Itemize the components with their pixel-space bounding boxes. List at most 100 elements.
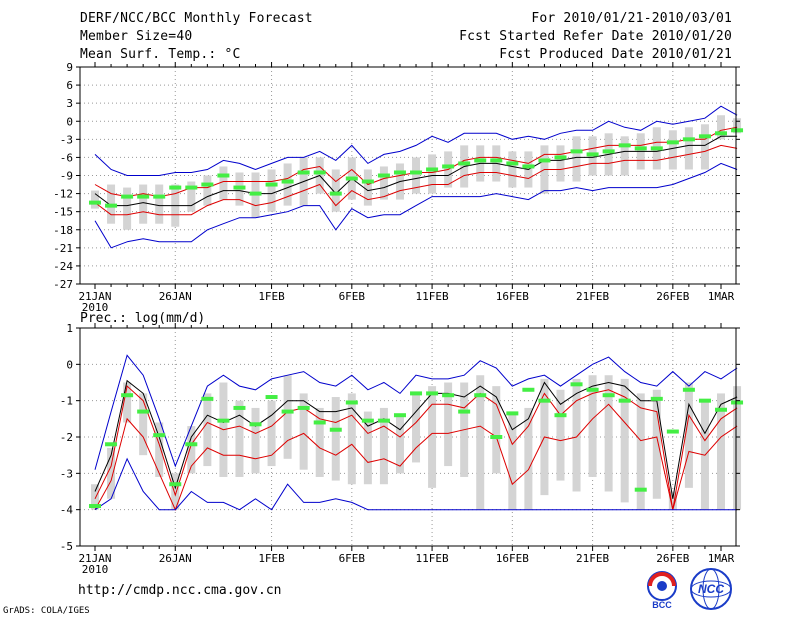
observed-marker [185,442,198,447]
x-tick-label: 26FEB [656,290,689,303]
spread-box [412,393,421,463]
observed-marker [731,128,744,133]
observed-marker [201,396,214,401]
observed-marker [217,173,230,178]
bcc-logo: BCC [647,571,677,609]
observed-marker [474,393,487,398]
observed-marker [169,185,182,190]
spread-box [508,411,517,510]
ncc-logo: NCC [690,568,732,610]
spread-box [395,415,404,474]
observed-marker [634,487,647,492]
panel-title: Prec.: log(mm/d) [80,311,205,326]
y-tick-label: 3 [66,97,73,110]
observed-marker [233,185,246,190]
spread-box [412,157,421,194]
forecast-period: For 2010/01/21-2010/03/01 [531,11,732,26]
y-tick-label: -18 [53,224,73,237]
observed-marker [666,140,679,145]
observed-marker [570,149,583,154]
spread-box [91,190,99,209]
y-tick-label: -21 [53,242,73,255]
observed-marker [329,427,342,432]
x-tick-label: 26JAN [159,552,192,565]
y-tick-label: 6 [66,79,73,92]
bcc-logo-text: BCC [652,600,672,609]
x-tick-label: 6FEB [339,290,366,303]
observed-marker [105,442,118,447]
spread-box [283,375,292,459]
observed-marker [265,395,278,400]
x-tick-label: 21JAN [78,552,111,565]
observed-marker [506,161,519,166]
spread-box [428,386,437,488]
observed-marker [426,167,439,172]
observed-marker [377,418,390,423]
spread-box [219,166,228,200]
x-tick-label: 1FEB [258,290,285,303]
observed-marker [201,182,214,187]
spread-box [636,393,645,510]
spread-box [139,393,148,456]
spread-box [733,118,742,134]
observed-marker [426,391,439,396]
spread-box [267,169,276,212]
spread-box [717,115,725,140]
spread-box [235,400,244,477]
observed-marker [345,400,358,405]
spread-box [620,136,629,176]
observed-marker [89,504,101,509]
spread-box [299,393,308,470]
observed-marker [682,137,695,142]
observed-marker [410,391,423,396]
spread-box [700,124,709,170]
y-tick-label: -4 [60,504,74,517]
spread-box [123,382,132,423]
y-tick-label: 9 [66,61,73,74]
x-tick-label: 26FEB [656,552,689,565]
spread-box [492,386,501,474]
spread-box [604,375,613,492]
spread-box [91,484,99,510]
spread-box [524,407,533,510]
y-tick-label: -27 [53,278,73,291]
y-tick-label: -1 [60,395,73,408]
observed-marker [650,146,663,151]
spread-box [717,393,725,510]
x-tick-label: 16FEB [496,290,529,303]
observed-marker [393,170,406,175]
observed-marker [522,164,535,169]
observed-marker [602,149,615,154]
spread-box [347,393,356,485]
y-tick-label: 0 [66,358,73,371]
spread-box [283,163,292,206]
observed-marker [153,433,166,438]
x-tick-label: 16FEB [496,552,529,565]
ncc-logo-text: NCC [698,582,724,596]
observed-marker [233,405,246,410]
chart-title: DERF/NCC/BCC Monthly Forecast [80,11,313,26]
observed-marker [329,191,342,196]
observed-marker [265,182,278,187]
spread-box [203,393,212,467]
observed-marker [217,418,230,423]
y-tick-label: -2 [60,431,73,444]
y-tick-label: -24 [53,260,73,273]
forecast-produced-date: Fcst Produced Date 2010/01/21 [499,47,732,62]
x-tick-label: 1MAR [708,552,735,565]
source-url[interactable]: http://cmdp.ncc.cma.gov.cn [78,583,282,598]
observed-marker [602,393,615,398]
observed-marker [121,393,134,398]
spread-box [187,426,196,474]
spread-box [572,378,581,492]
observed-marker [297,405,310,410]
observed-marker [554,155,567,160]
y-tick-label: -15 [53,206,73,219]
series-line-lower [94,144,738,216]
y-tick-label: -5 [60,540,73,553]
observed-marker [377,173,390,178]
y-tick-label: -3 [60,133,73,146]
spread-box [572,136,581,182]
